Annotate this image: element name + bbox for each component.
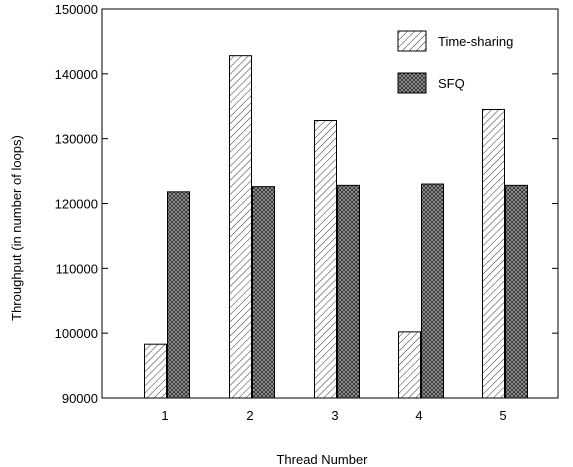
y-tick-label: 90000 — [62, 391, 98, 406]
y-tick-label: 150000 — [55, 2, 98, 17]
bar-time-sharing-thread-5 — [482, 108, 505, 399]
x-tick-label: 4 — [415, 408, 422, 423]
y-axis-ticks: 90000 100000 110000 120000 130000 140000 15000… — [55, 2, 558, 406]
bar-time-sharing-thread-1 — [144, 343, 167, 399]
bar-time-sharing-thread-4 — [398, 331, 421, 399]
y-tick-label: 120000 — [55, 197, 98, 212]
x-axis-title: Thread Number — [276, 452, 368, 467]
legend-label: SFQ — [438, 76, 465, 91]
y-axis-title: Throughput (in number of loops) — [9, 135, 24, 321]
bar-sfq-thread-2 — [252, 186, 275, 399]
x-tick-label: 1 — [161, 408, 168, 423]
bar-sfq-thread-3 — [337, 184, 360, 399]
bar-sfq-thread-4 — [421, 183, 444, 399]
x-axis-ticks: 1 2 3 4 5 — [161, 392, 507, 423]
legend: Time-sharing SFQ — [397, 30, 513, 94]
y-tick-label: 100000 — [55, 326, 98, 341]
bars-group — [144, 55, 528, 399]
bar-time-sharing-thread-3 — [314, 120, 337, 399]
x-tick-label: 3 — [331, 408, 338, 423]
bar-sfq-thread-1 — [167, 191, 190, 399]
y-tick-label: 140000 — [55, 67, 98, 82]
legend-swatch-time-sharing — [397, 30, 427, 52]
x-tick-label: 2 — [246, 408, 253, 423]
legend-label: Time-sharing — [438, 34, 513, 49]
bar-sfq-thread-5 — [505, 184, 528, 399]
bar-time-sharing-thread-2 — [229, 55, 252, 399]
y-tick-label: 130000 — [55, 132, 98, 147]
plot-area: 90000 100000 110000 120000 130000 140000 15000… — [55, 2, 559, 423]
x-tick-label: 5 — [499, 408, 506, 423]
y-tick-label: 110000 — [56, 261, 98, 276]
legend-swatch-sfq — [397, 72, 427, 94]
